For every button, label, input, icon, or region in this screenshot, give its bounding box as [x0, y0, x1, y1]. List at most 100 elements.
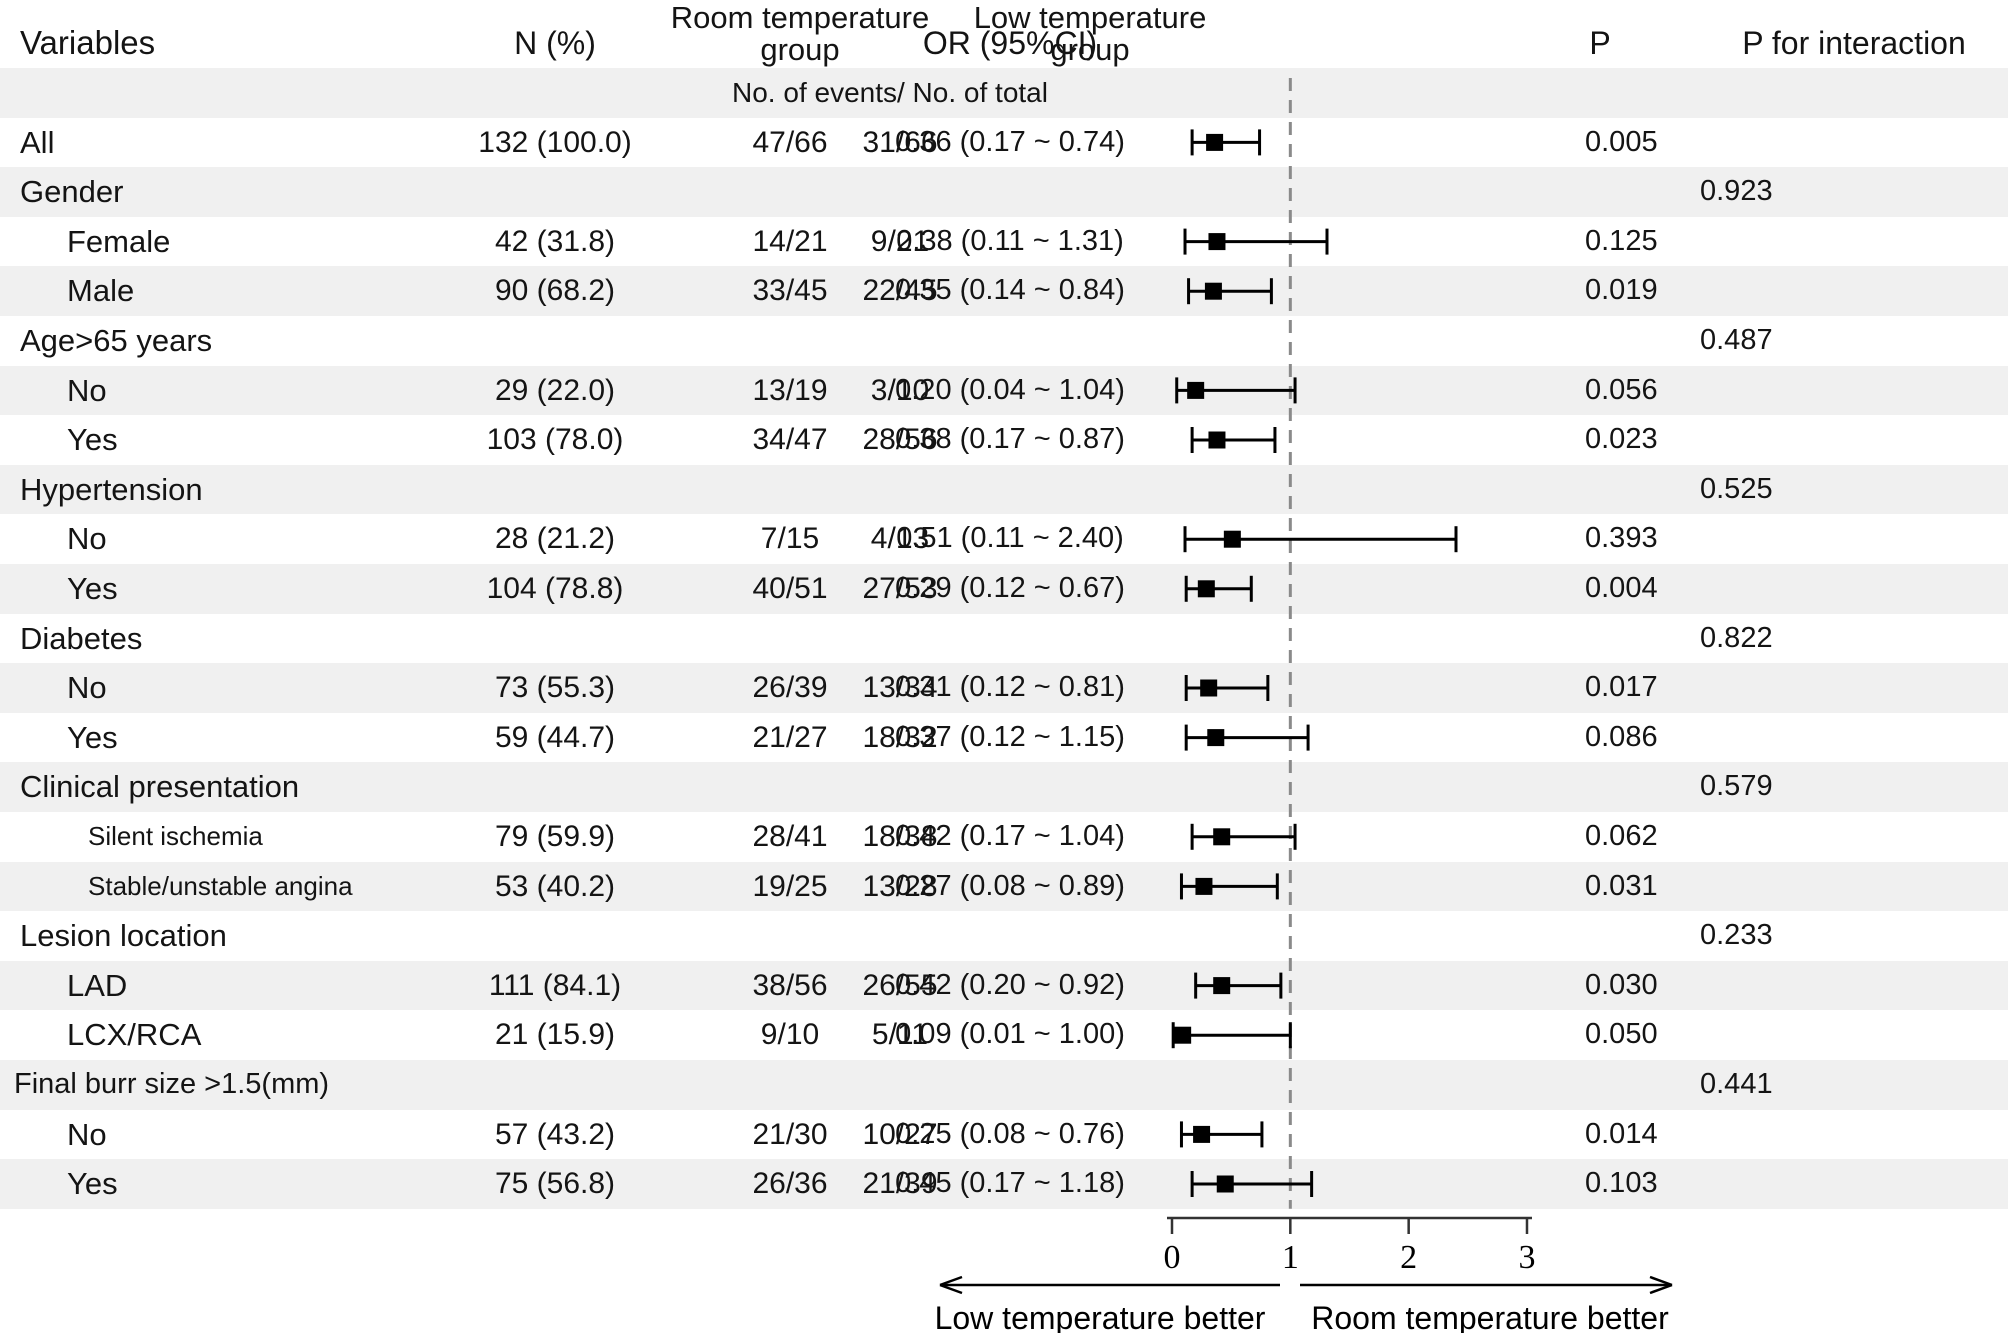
table-row: Silent ischemia 79 (59.9) 28/41 18/38 0.42 (… — [0, 812, 2008, 862]
room-events-value: 13/19 — [752, 373, 828, 407]
table-row: Yes 104 (78.8) 40/51 27/53 0.29 (0.12 ~ 0.67… — [0, 564, 2008, 614]
p-interaction-value: 0.525 — [1700, 472, 1773, 505]
table-row: Yes 75 (56.8) 26/36 21/39 0.45 (0.17 ~ 1.18)… — [0, 1159, 2008, 1209]
row-label: Clinical presentation — [20, 769, 300, 805]
p-value: 0.125 — [1585, 224, 1658, 257]
p-value: 0.050 — [1585, 1018, 1658, 1051]
table-row: Final burr size >1.5(mm) 0.441 — [0, 1060, 2008, 1110]
n-value: 59 (44.7) — [494, 720, 616, 754]
table-row: Age>65 years 0.487 — [0, 316, 2008, 366]
table-row: Diabetes 0.822 — [0, 614, 2008, 664]
column-header-low-group: Low temperature group — [973, 0, 1207, 67]
n-value: 29 (22.0) — [494, 373, 616, 407]
room-events-value: 40/51 — [752, 572, 828, 605]
n-value: 42 (31.8) — [494, 224, 616, 258]
row-label: Yes — [67, 571, 118, 606]
n-value: 103 (78.0) — [486, 423, 624, 457]
table-row: Female 42 (31.8) 14/21 9/21 0.38 (0.11 ~ 1.3… — [0, 217, 2008, 267]
row-label: No — [67, 1116, 107, 1152]
p-value: 0.017 — [1585, 671, 1658, 704]
low-events-value: 27/53 — [862, 572, 938, 605]
right-arrowhead — [1649, 1275, 1673, 1287]
low-events-value: 10/27 — [862, 1117, 938, 1151]
p-interaction-value: 0.441 — [1700, 1068, 1773, 1100]
n-value: 104 (78.8) — [486, 572, 624, 605]
low-events-value: 31/66 — [862, 125, 938, 159]
point-estimate-marker — [1213, 977, 1231, 995]
point-estimate-marker — [1197, 580, 1215, 598]
table-row: Gender 0.923 — [0, 167, 2008, 217]
row-label: Diabetes — [20, 620, 143, 656]
table-row: Yes 59 (44.7) 21/27 18/32 0.37 (0.12 ~ 1.15)… — [0, 713, 2008, 763]
low-better-label: Low temperature better — [934, 1300, 1266, 1333]
n-value: 132 (100.0) — [478, 125, 632, 159]
n-value: 57 (43.2) — [494, 1117, 616, 1151]
p-interaction-value: 0.487 — [1700, 324, 1773, 356]
p-value: 0.393 — [1585, 522, 1658, 555]
room-events-value: 7/15 — [760, 522, 820, 556]
axis-tick-label: 2 — [1400, 1239, 1417, 1276]
table-row: No 29 (22.0) 13/19 3/10 0.20 (0.04 ~ 1.04) 0.… — [0, 365, 2008, 416]
table-row: No 73 (55.3) 26/39 13/34 0.31 (0.12 ~ 0.81) 0… — [0, 663, 2008, 713]
p-value: 0.023 — [1585, 423, 1658, 456]
row-label: Final burr size >1.5(mm) — [14, 1068, 330, 1100]
row-label: Yes — [67, 719, 118, 755]
row-label: Yes — [67, 422, 118, 458]
row-label: Yes — [67, 1166, 118, 1202]
n-value: 73 (55.3) — [494, 671, 616, 705]
row-label: LCX/RCA — [67, 1017, 202, 1053]
left-arrowhead — [939, 1283, 963, 1295]
low-events-value: 3/10 — [870, 373, 930, 407]
column-header-n: N (%) — [514, 25, 596, 61]
subheader-row: No. of events/ No. of total — [0, 68, 2008, 118]
p-value: 0.005 — [1585, 125, 1658, 158]
axis-tick-label: 0 — [1164, 1239, 1181, 1276]
n-value: 28 (21.2) — [494, 522, 616, 556]
room-events-value: 26/39 — [752, 671, 828, 705]
right-arrowhead — [1649, 1283, 1673, 1295]
n-value: 53 (40.2) — [494, 869, 616, 903]
room-events-value: 38/56 — [752, 968, 828, 1002]
n-value: 75 (56.8) — [494, 1167, 616, 1201]
row-label: Gender — [20, 174, 124, 210]
p-value: 0.031 — [1585, 869, 1658, 902]
or-ci-value: 0.31 (0.12 ~ 0.81) — [895, 671, 1125, 704]
point-estimate-marker — [1200, 679, 1218, 697]
table-row: All 132 (100.0) 47/66 31/66 0.36 (0.17 ~ 0.7… — [0, 118, 2008, 168]
room-events-value: 33/45 — [752, 274, 828, 308]
low-events-value: 9/21 — [870, 224, 930, 258]
low-events-value: 5/11 — [871, 1018, 929, 1052]
or-ci-value: 0.38 (0.11 ~ 1.31) — [896, 224, 1124, 257]
column-header-or-ci: OR (95%CI) — [922, 25, 1098, 61]
low-events-value: 4/13 — [870, 522, 930, 556]
p-interaction-value: 0.923 — [1700, 175, 1773, 208]
row-label: All — [20, 124, 55, 160]
low-events-value: 13/34 — [862, 671, 938, 705]
point-estimate-marker — [1206, 133, 1224, 151]
row-label: Lesion location — [20, 918, 227, 954]
or-ci-value: 0.09 (0.01 ~ 1.00) — [895, 1018, 1125, 1051]
p-value: 0.030 — [1585, 968, 1658, 1001]
low-events-value: 21/39 — [862, 1167, 938, 1201]
column-header-variables: Variables — [20, 24, 156, 61]
n-value: 79 (59.9) — [494, 820, 616, 853]
point-estimate-marker — [1187, 381, 1205, 399]
point-estimate-marker — [1207, 729, 1225, 747]
room-events-value: 21/27 — [752, 720, 828, 754]
table-row: Yes 103 (78.0) 34/47 28/56 0.38 (0.17 ~ 0.87… — [0, 415, 2008, 465]
row-label: Silent ischemia — [88, 821, 263, 851]
low-events-value: 28/56 — [862, 423, 938, 457]
room-events-value: 34/47 — [752, 423, 828, 457]
n-value: 111 (84.1) — [488, 968, 622, 1002]
column-header-p-interaction: P for interaction — [1742, 25, 1966, 61]
p-interaction-value: 0.579 — [1700, 770, 1773, 803]
room-events-value: 26/36 — [752, 1167, 828, 1201]
room-events-value: 47/66 — [752, 125, 828, 159]
or-ci-value: 0.37 (0.12 ~ 1.15) — [895, 720, 1125, 753]
row-label: Male — [67, 273, 135, 309]
low-events-value: 22/45 — [862, 274, 938, 308]
point-estimate-marker — [1193, 1125, 1211, 1143]
point-estimate-marker — [1174, 1026, 1192, 1044]
table-row: Clinical presentation 0.579 — [0, 762, 2008, 812]
table-row: LCX/RCA 21 (15.9) 9/10 5/11 0.09 (0.01 ~ 1.0… — [0, 1010, 2008, 1060]
